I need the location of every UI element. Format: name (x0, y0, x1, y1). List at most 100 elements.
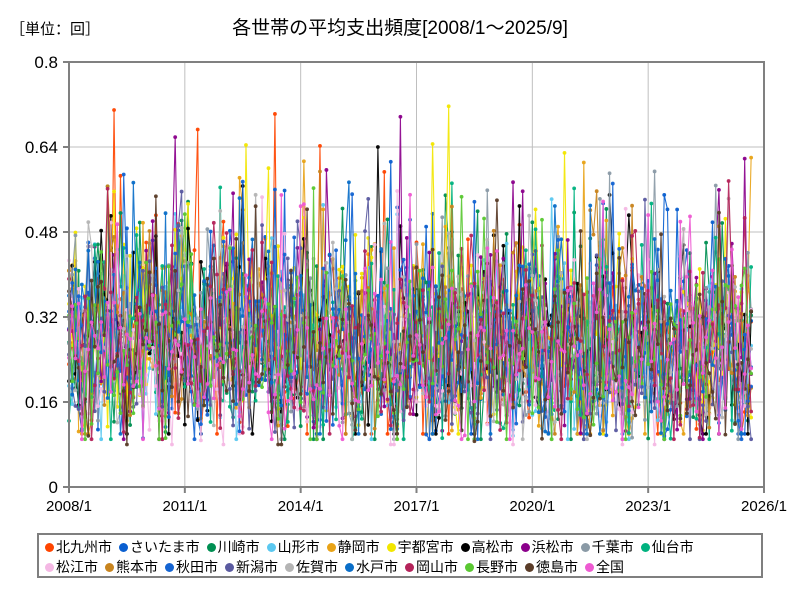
data-point (598, 287, 602, 292)
unit-label: ［単位：回］ (10, 21, 101, 38)
data-point (630, 435, 634, 440)
legend-item-全国[interactable]: 全国 (585, 560, 624, 574)
data-point (334, 287, 338, 291)
data-point (350, 437, 355, 442)
data-point (363, 432, 367, 437)
data-point (115, 420, 120, 425)
data-point (504, 328, 509, 333)
data-point (569, 387, 573, 391)
data-point (710, 346, 715, 351)
legend-item-北九州市[interactable]: 北九州市 (45, 540, 112, 554)
data-point (141, 220, 145, 225)
legend-item-水戸市[interactable]: 水戸市 (345, 560, 398, 574)
data-point (327, 393, 332, 398)
data-point (118, 325, 123, 330)
legend-label: 熊本市 (116, 559, 158, 575)
legend-item-松江市[interactable]: 松江市 (45, 560, 98, 574)
data-point (92, 333, 97, 338)
data-point (720, 221, 725, 225)
data-point (163, 310, 168, 315)
data-point (733, 422, 737, 426)
data-point (604, 433, 609, 438)
data-point (430, 265, 435, 270)
legend-marker-icon (165, 562, 174, 572)
data-point (726, 264, 731, 268)
data-point (311, 186, 316, 191)
data-point (449, 268, 454, 273)
data-point (430, 247, 435, 252)
y-tick-label: 0.64 (25, 138, 58, 157)
legend-item-宇都宮市[interactable]: 宇都宮市 (386, 540, 454, 554)
legend-item-さいたま市[interactable]: さいたま市 (119, 540, 200, 554)
data-point (337, 267, 342, 272)
data-point (598, 197, 602, 201)
data-point (649, 367, 654, 372)
legend-item-徳島市[interactable]: 徳島市 (525, 560, 578, 574)
data-point (218, 295, 223, 300)
data-point (157, 437, 161, 442)
data-point (652, 383, 657, 388)
data-point (456, 403, 461, 408)
legend-item-熊本市[interactable]: 熊本市 (105, 560, 158, 574)
data-point (536, 423, 541, 428)
data-point (424, 224, 429, 229)
legend-item-長野市[interactable]: 長野市 (465, 560, 518, 574)
data-point (153, 412, 158, 416)
data-point (340, 206, 345, 211)
data-point (688, 383, 692, 388)
data-point (543, 320, 548, 325)
data-point (472, 199, 477, 204)
data-point (260, 372, 264, 376)
data-point (581, 160, 586, 165)
data-point (565, 288, 570, 293)
data-point (520, 264, 525, 269)
y-tick-label: 0.16 (25, 393, 58, 412)
legend-item-仙台市[interactable]: 仙台市 (640, 540, 694, 554)
legend-item-高松市[interactable]: 高松市 (460, 540, 514, 554)
data-point (414, 412, 419, 417)
data-point (350, 192, 355, 197)
legend-item-浜松市[interactable]: 浜松市 (520, 540, 574, 554)
legend-item-山形市[interactable]: 山形市 (266, 540, 320, 554)
data-point (536, 410, 541, 415)
legend-item-岡山市[interactable]: 岡山市 (405, 560, 458, 574)
data-point (469, 431, 474, 436)
data-point (211, 335, 216, 340)
data-point (350, 401, 355, 406)
data-point (556, 407, 560, 412)
data-point (73, 267, 78, 272)
data-point (76, 301, 81, 306)
data-point (99, 386, 104, 391)
legend-item-佐賀市[interactable]: 佐賀市 (285, 560, 338, 574)
data-point (610, 398, 615, 403)
data-point (186, 226, 190, 231)
data-point (372, 291, 377, 296)
data-point (524, 283, 528, 287)
data-point (475, 269, 480, 274)
data-point (102, 375, 107, 379)
data-point (578, 431, 583, 436)
data-point (347, 320, 351, 325)
data-point (273, 187, 277, 192)
data-point (401, 418, 406, 423)
legend-item-秋田市[interactable]: 秋田市 (165, 560, 218, 574)
legend-item-静岡市[interactable]: 静岡市 (326, 540, 380, 554)
data-point (166, 415, 171, 419)
data-point (581, 415, 586, 420)
legend-item-新潟市[interactable]: 新潟市 (225, 560, 278, 574)
data-point (269, 236, 274, 241)
data-point (131, 384, 136, 389)
data-point (292, 425, 297, 430)
data-point (324, 168, 329, 172)
data-point (273, 430, 277, 434)
legend-item-千葉市[interactable]: 千葉市 (580, 540, 634, 554)
data-point (128, 423, 133, 427)
x-tick-label: 2026/1 (741, 498, 787, 515)
data-point (324, 270, 329, 275)
data-point (710, 268, 715, 273)
data-point (105, 300, 110, 305)
data-point (639, 275, 644, 279)
data-point (153, 194, 158, 199)
legend-item-川崎市[interactable]: 川崎市 (206, 540, 260, 554)
data-point (424, 280, 429, 285)
